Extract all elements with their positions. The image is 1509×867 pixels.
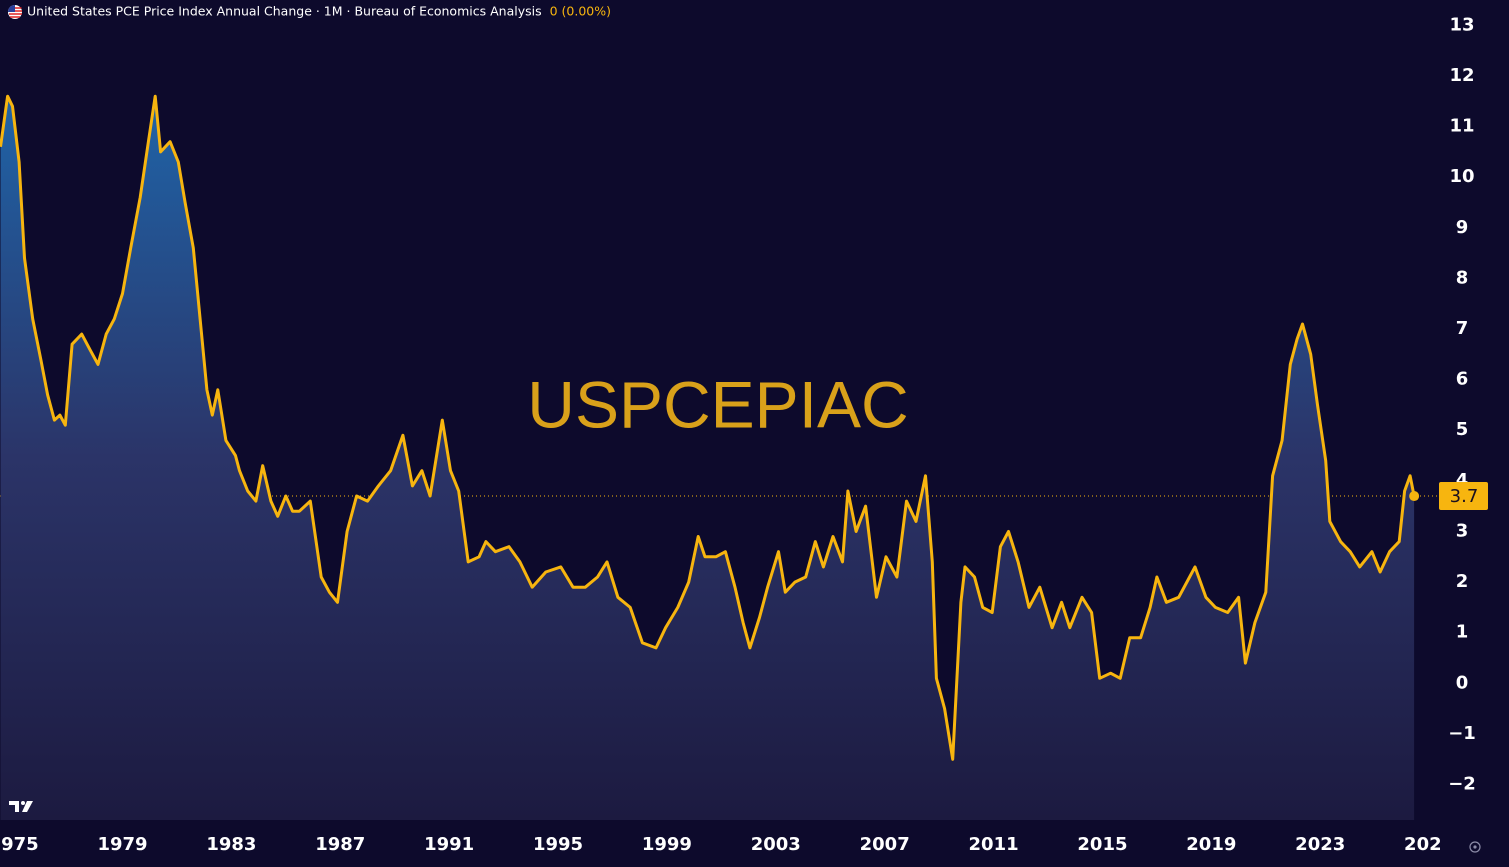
x-tick-label: 1995 (533, 834, 583, 855)
y-tick-label: 10 (1449, 166, 1474, 187)
y-tick-label: 9 (1456, 217, 1469, 238)
x-tick-label: 2019 (1186, 834, 1236, 855)
logo-dot (21, 801, 25, 805)
x-tick-label: 2023 (1295, 834, 1345, 855)
header: United States PCE Price Index Annual Cha… (8, 4, 611, 19)
y-tick-label: 3 (1456, 520, 1469, 541)
x-tick-label: 1987 (315, 834, 365, 855)
y-tick-label: 2 (1456, 571, 1469, 592)
line (0, 94, 1416, 761)
y-tick-label: 6 (1456, 369, 1469, 390)
area-fill (0, 96, 1415, 820)
logo-t (9, 801, 19, 812)
x-tick-label: 1999 (642, 834, 692, 855)
y-tick-label: 1 (1456, 622, 1469, 643)
x-tick-label: 1979 (97, 834, 147, 855)
header-value: 0 (0.00%) (550, 4, 611, 19)
current-value-label: 3.7 (1450, 486, 1479, 507)
x-tick-label: 2003 (751, 834, 801, 855)
x-tick-label: 2015 (1077, 834, 1127, 855)
last-point (1409, 491, 1420, 502)
x-axis: 1975 1979 1983 1987 1991 1995 1999 2003 2007 2011… (0, 834, 1454, 855)
y-tick-label: 13 (1449, 14, 1474, 35)
y-tick-label: −1 (1448, 723, 1476, 744)
watermark: USPCEPIAC (527, 367, 908, 441)
x-tick-label: 1991 (424, 834, 474, 855)
x-tick-label: 2011 (969, 834, 1019, 855)
settings-dot[interactable] (1473, 845, 1477, 849)
x-tick-label: 2027 (1404, 834, 1454, 855)
current-value-badge (1439, 482, 1488, 511)
plot (0, 94, 1440, 820)
tv-logo (9, 801, 33, 812)
y-tick-label: 8 (1456, 267, 1469, 288)
flag-stripes (9, 7, 22, 18)
settings-icon[interactable] (1469, 841, 1481, 853)
y-tick-label: −2 (1448, 774, 1476, 795)
x-tick-label: 1975 (0, 834, 39, 855)
y-tick-label: 11 (1449, 116, 1474, 137)
x-tick-label: 2007 (860, 834, 910, 855)
x-tick-label: 1983 (206, 834, 256, 855)
settings-ring[interactable] (1469, 841, 1481, 853)
y-tick-label: 12 (1449, 65, 1474, 86)
header-title: United States PCE Price Index Annual Cha… (27, 4, 542, 19)
y-tick-label: 5 (1456, 419, 1469, 440)
logo-v (22, 801, 33, 812)
flag-canton (8, 5, 15, 12)
y-tick-label: 7 (1456, 318, 1469, 339)
y-tick-label: 0 (1456, 672, 1469, 693)
